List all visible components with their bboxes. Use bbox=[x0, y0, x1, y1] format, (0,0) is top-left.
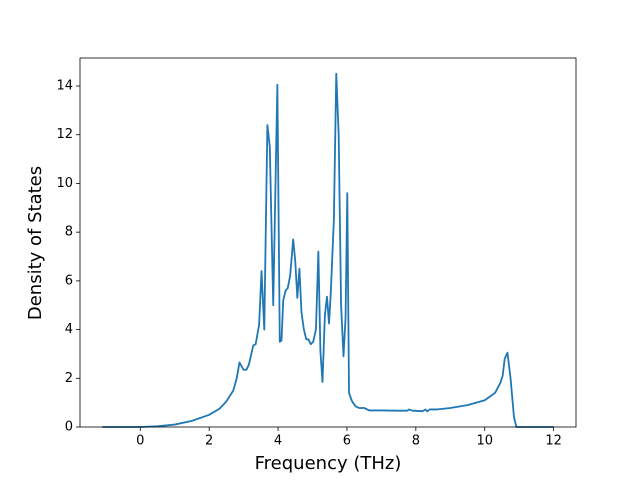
x-tick-label: 8 bbox=[412, 434, 420, 449]
y-tick-label: 0 bbox=[65, 420, 73, 435]
x-tick-label: 4 bbox=[274, 434, 282, 449]
x-tick-label: 0 bbox=[136, 434, 144, 449]
y-tick-label: 2 bbox=[65, 371, 73, 386]
y-axis-label: Density of States bbox=[25, 166, 46, 320]
y-tick-label: 8 bbox=[65, 225, 73, 240]
plot-frame bbox=[79, 57, 577, 428]
x-axis-label: Frequency (THz) bbox=[255, 453, 402, 474]
y-tick-label: 14 bbox=[56, 79, 73, 94]
x-tick-label: 12 bbox=[545, 434, 562, 449]
x-tick-label: 10 bbox=[476, 434, 493, 449]
y-tick-label: 6 bbox=[65, 273, 73, 288]
x-tick-label: 2 bbox=[205, 434, 213, 449]
x-tick-label: 6 bbox=[343, 434, 351, 449]
y-tick-label: 12 bbox=[56, 127, 73, 142]
y-tick-label: 4 bbox=[65, 322, 73, 337]
dos-line bbox=[102, 72, 554, 428]
y-tick-label: 10 bbox=[56, 176, 73, 191]
